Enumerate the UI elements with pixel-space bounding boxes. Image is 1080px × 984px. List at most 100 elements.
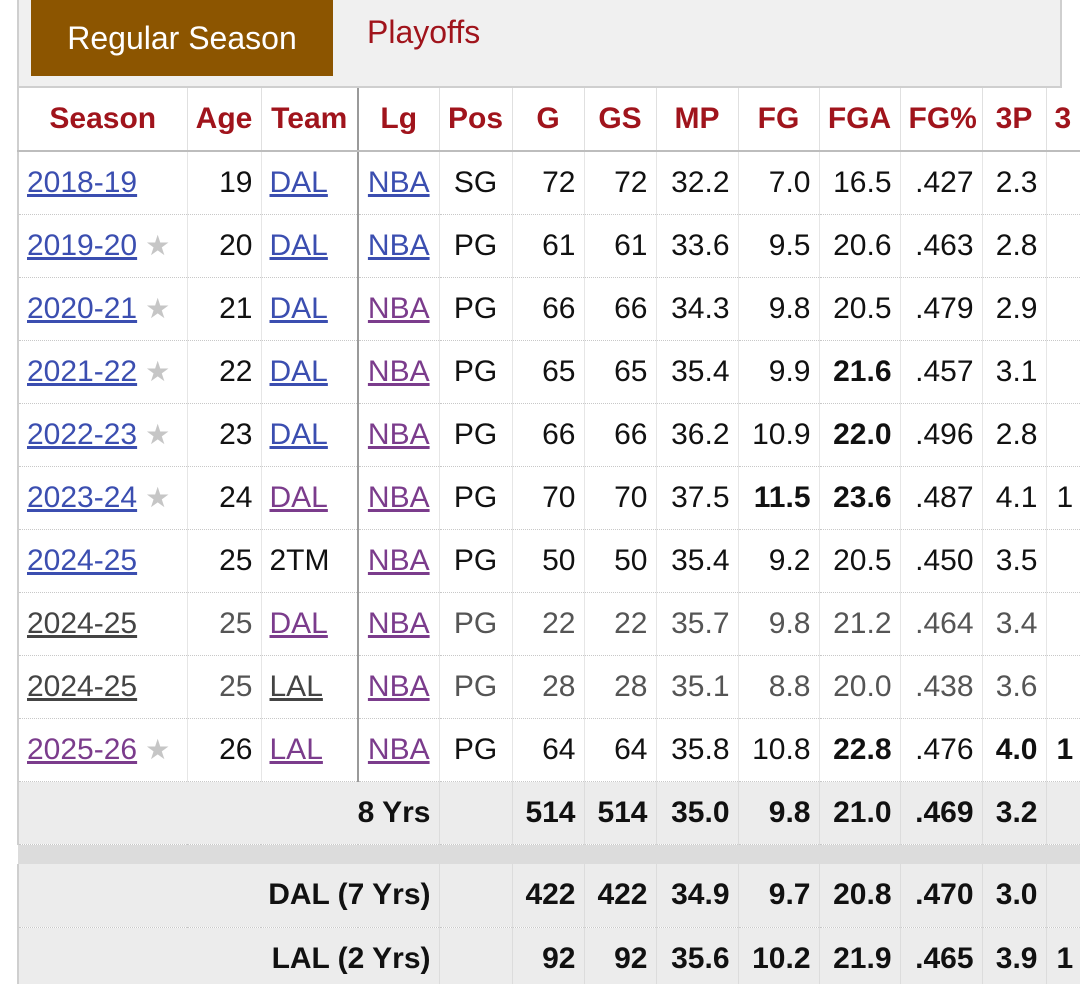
column-header-gs[interactable]: GS (584, 88, 657, 152)
fgp-cell: .496 (900, 403, 983, 467)
table-row: 2018-19 19 DAL NBA SG 72 72 32.2 7.0 16.5.427 2.3 (17, 151, 1080, 215)
column-header-pos[interactable]: Pos (439, 88, 513, 152)
league-link[interactable]: NBA (367, 543, 430, 577)
team-cell: 2TM (261, 529, 359, 593)
column-header-x[interactable]: 3 (1046, 88, 1080, 152)
team-cell: DAL (261, 340, 359, 404)
team-link[interactable]: LAL (269, 669, 323, 703)
season-cell: 2024-25 (17, 529, 188, 593)
total-tp-cell: 3.9 (982, 927, 1047, 984)
league-link[interactable]: NBA (367, 165, 430, 199)
season-cell: 2024-25 (17, 655, 188, 719)
season-cell: 2018-19 (17, 151, 188, 215)
league-cell: NBA (358, 529, 440, 593)
team-link[interactable]: DAL (269, 354, 328, 388)
g-cell: 72 (512, 151, 585, 215)
team-link[interactable]: DAL (269, 606, 328, 640)
column-header-fgp[interactable]: FG% (900, 88, 983, 152)
total-partial-column-cell (1046, 781, 1080, 845)
mp-cell: 37.5 (656, 466, 739, 530)
season-link[interactable]: 2022-23 (27, 417, 138, 451)
league-link[interactable]: NBA (367, 228, 430, 262)
tab-playoffs[interactable]: Playoffs (367, 14, 481, 50)
column-header-g[interactable]: G (512, 88, 585, 152)
team-cell: DAL (261, 277, 359, 341)
g-cell: 50 (512, 529, 585, 593)
tp-cell: 4.1 (982, 466, 1047, 530)
fgp-cell: .476 (900, 718, 983, 782)
team-cell: DAL (261, 592, 359, 656)
table-row: 2024-25 25 DAL NBA PG 22 22 35.7 9.8 21.2.464 3.4 (17, 592, 1080, 656)
league-link[interactable]: NBA (367, 732, 430, 766)
team-link[interactable]: DAL (269, 291, 328, 325)
league-cell: NBA (358, 151, 440, 215)
team-cell: DAL (261, 214, 359, 278)
total-tp-cell: 3.2 (982, 781, 1047, 845)
season-link[interactable]: 2024-25 (27, 606, 138, 640)
season-link[interactable]: 2025-26 (27, 732, 138, 766)
season-link[interactable]: 2019-20 (27, 228, 138, 262)
tab-regular-season[interactable]: Regular Season (31, 0, 333, 76)
league-cell: NBA (358, 718, 440, 782)
team-link[interactable]: DAL (269, 228, 328, 262)
stats-table-container[interactable]: Season Age Team Lg Pos G GS MP FG FGA FG% 3P 3 2018-… (17, 88, 1080, 984)
season-link[interactable]: 2024-25 (27, 669, 138, 703)
partial-column-cell (1046, 151, 1080, 215)
season-cell: 2020-21 ★ (17, 277, 188, 341)
gs-cell: 22 (584, 592, 657, 656)
total-gs-cell: 422 (584, 864, 657, 928)
total-fga-cell: 21.0 (819, 781, 901, 845)
tp-cell: 2.9 (982, 277, 1047, 341)
league-cell: NBA (358, 340, 440, 404)
season-link[interactable]: 2020-21 (27, 291, 138, 325)
mp-cell: 35.8 (656, 718, 739, 782)
per-game-stats-table: Season Age Team Lg Pos G GS MP FG FGA FG% 3P 3 2018-… (17, 88, 1080, 984)
fg-cell: 10.9 (738, 403, 820, 467)
fg-cell: 9.9 (738, 340, 820, 404)
team-link[interactable]: DAL (269, 480, 328, 514)
league-link[interactable]: NBA (367, 354, 430, 388)
season-link[interactable]: 2024-25 (27, 543, 138, 577)
position-cell: PG (439, 403, 513, 467)
fga-cell: 21.6 (819, 340, 901, 404)
league-link[interactable]: NBA (367, 291, 430, 325)
total-position-cell (439, 927, 513, 984)
league-cell: NBA (358, 214, 440, 278)
age-cell: 25 (187, 655, 262, 719)
column-header-fg[interactable]: FG (738, 88, 820, 152)
season-link[interactable]: 2021-22 (27, 354, 138, 388)
league-link[interactable]: NBA (367, 669, 430, 703)
partial-column-cell (1046, 214, 1080, 278)
team-cell: DAL (261, 151, 359, 215)
team-link[interactable]: DAL (269, 417, 328, 451)
league-cell: NBA (358, 466, 440, 530)
column-header-fga[interactable]: FGA (819, 88, 901, 152)
league-link[interactable]: NBA (367, 606, 430, 640)
column-header-tp[interactable]: 3P (982, 88, 1047, 152)
fga-cell: 20.6 (819, 214, 901, 278)
season-link[interactable]: 2018-19 (27, 165, 138, 199)
fgp-cell: .479 (900, 277, 983, 341)
fgp-cell: .450 (900, 529, 983, 593)
column-header-lg[interactable]: Lg (358, 88, 440, 152)
total-fg-cell: 9.8 (738, 781, 820, 845)
table-row: 2022-23 ★ 23 DAL NBA PG 66 66 36.2 10.9 22.0.496 2.… (17, 403, 1080, 467)
tp-cell: 4.0 (982, 718, 1047, 782)
team-link[interactable]: DAL (269, 165, 328, 199)
season-link[interactable]: 2023-24 (27, 480, 138, 514)
column-header-age[interactable]: Age (187, 88, 262, 152)
tp-cell: 2.3 (982, 151, 1047, 215)
totals-divider (18, 844, 1080, 864)
team-link[interactable]: LAL (269, 732, 323, 766)
league-link[interactable]: NBA (367, 417, 430, 451)
column-header-season[interactable]: Season (17, 88, 188, 152)
column-header-team[interactable]: Team (261, 88, 359, 152)
mp-cell: 33.6 (656, 214, 739, 278)
column-header-mp[interactable]: MP (656, 88, 739, 152)
partial-column-cell (1046, 529, 1080, 593)
age-cell: 21 (187, 277, 262, 341)
all-star-star-icon: ★ (145, 355, 171, 387)
league-link[interactable]: NBA (367, 480, 430, 514)
tp-cell: 2.8 (982, 214, 1047, 278)
team-total-row: DAL (7 Yrs) 422 422 34.9 9.7 20.8.470 3.0 (17, 864, 1080, 928)
